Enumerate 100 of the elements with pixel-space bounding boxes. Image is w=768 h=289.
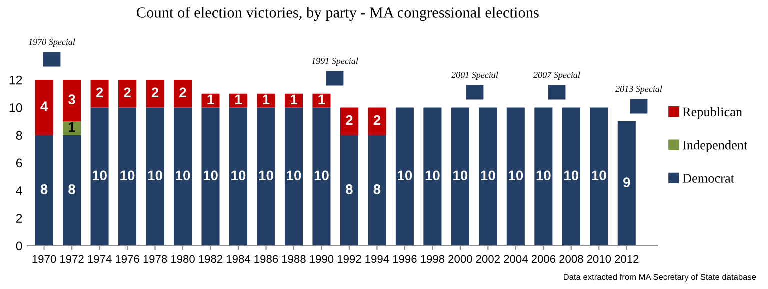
x-tick-label: 2006 [532, 255, 556, 264]
data-label: 10 [176, 170, 190, 181]
data-label: 8 [68, 184, 76, 194]
data-label: 10 [398, 170, 412, 181]
text: 2007 Special [534, 72, 580, 80]
bar [340, 108, 358, 136]
data-label: 8 [374, 184, 381, 194]
text: Data extracted from MA Secretary of State database [564, 274, 756, 282]
data-label: 10 [148, 170, 162, 181]
data-label: 10 [454, 170, 468, 181]
y-tick-label: 0 [16, 242, 22, 251]
bar [479, 108, 498, 246]
y-tick-label: 10 [10, 104, 22, 112]
data-label: 10 [426, 170, 440, 181]
x-tick-label: 1982 [199, 255, 223, 264]
bar [63, 135, 82, 246]
bar [35, 80, 54, 136]
x-tick-label: 1992 [338, 255, 362, 264]
x-tick-label: 1994 [366, 255, 390, 264]
y-tick-label: 4 [16, 186, 22, 196]
data-label: 10 [232, 170, 246, 181]
bar [451, 108, 470, 246]
x-tick-label: 1978 [144, 255, 168, 264]
data-label: 1 [318, 94, 326, 104]
data-label: 9 [624, 178, 630, 188]
data-label: 2 [346, 115, 353, 126]
x-tick-label: 2004 [504, 255, 528, 264]
data-label: 10 [564, 170, 579, 181]
data-label: 2 [96, 88, 104, 98]
bar [35, 135, 54, 246]
bar [312, 108, 331, 246]
data-label: 2 [124, 88, 131, 98]
data-label: 8 [40, 184, 48, 194]
bar [506, 108, 525, 246]
bar [90, 80, 109, 108]
bar [618, 122, 636, 246]
bar [90, 108, 109, 246]
bar [368, 135, 386, 246]
data-label: 10 [259, 170, 274, 181]
y-tick-label: 2 [16, 214, 22, 223]
bar [284, 108, 303, 246]
data-label: 2 [180, 88, 186, 98]
x-tick-label: 1998 [421, 255, 445, 264]
bar [63, 80, 82, 122]
text: 1991 Special [312, 58, 358, 66]
bar [257, 108, 276, 246]
chart-title: Count of election victories, by party - MA congressional elections [137, 6, 539, 22]
bar [368, 108, 386, 136]
legend-label: Democrat [682, 174, 734, 183]
bar [396, 108, 414, 246]
bar [146, 108, 164, 246]
x-tick-label: 1972 [60, 255, 84, 264]
x-tick-label: 2008 [560, 255, 584, 264]
x-tick-label: 2002 [476, 255, 500, 264]
data-label: 1 [69, 122, 76, 132]
x-tick-label: 1984 [226, 255, 251, 264]
data-label: 2 [374, 115, 381, 126]
x-tick-label: 1976 [116, 255, 140, 264]
annotation: 2013 Special [616, 86, 662, 94]
data-label: 1 [290, 94, 298, 104]
x-tick-label: 1974 [88, 255, 112, 264]
bar [118, 108, 137, 246]
x-tick-label: 2010 [587, 255, 612, 264]
x-tick-label: 1990 [310, 255, 334, 264]
y-tick-label: 12 [10, 76, 22, 85]
y-tick-label: 6 [16, 158, 22, 168]
x-tick-label: 2012 [615, 255, 639, 264]
bar [174, 108, 192, 246]
data-label: 10 [509, 170, 524, 181]
data-label: 10 [536, 170, 551, 181]
bar [202, 108, 220, 246]
legend-label: Independent [682, 140, 748, 152]
data-label: 1 [208, 94, 214, 104]
data-label: 2 [152, 88, 159, 98]
data-label: 10 [120, 170, 135, 181]
data-label: 10 [592, 170, 606, 181]
data-label: 4 [40, 102, 48, 112]
bar [534, 108, 553, 246]
data-label: 10 [287, 170, 302, 181]
data-label: 10 [92, 170, 107, 181]
x-tick-label: 1988 [282, 255, 306, 264]
bar [146, 80, 164, 108]
data-label: 1 [236, 94, 242, 104]
x-tick-label: 1980 [171, 255, 195, 264]
data-label: 10 [314, 170, 329, 181]
data-label: 10 [481, 170, 496, 181]
data-label: 8 [346, 184, 353, 194]
bar [424, 108, 442, 246]
x-tick-label: 2000 [448, 255, 472, 264]
bar [340, 135, 358, 246]
text: 1970 Special [28, 38, 76, 47]
bar [118, 80, 137, 108]
data-label: 10 [204, 170, 218, 181]
x-tick-label: 1970 [32, 255, 56, 264]
bar [174, 80, 192, 108]
bar [590, 108, 608, 246]
text: 2001 Special [452, 72, 498, 80]
data-label: 1 [263, 94, 270, 104]
x-tick-label: 1996 [393, 255, 417, 264]
bar [229, 108, 248, 246]
